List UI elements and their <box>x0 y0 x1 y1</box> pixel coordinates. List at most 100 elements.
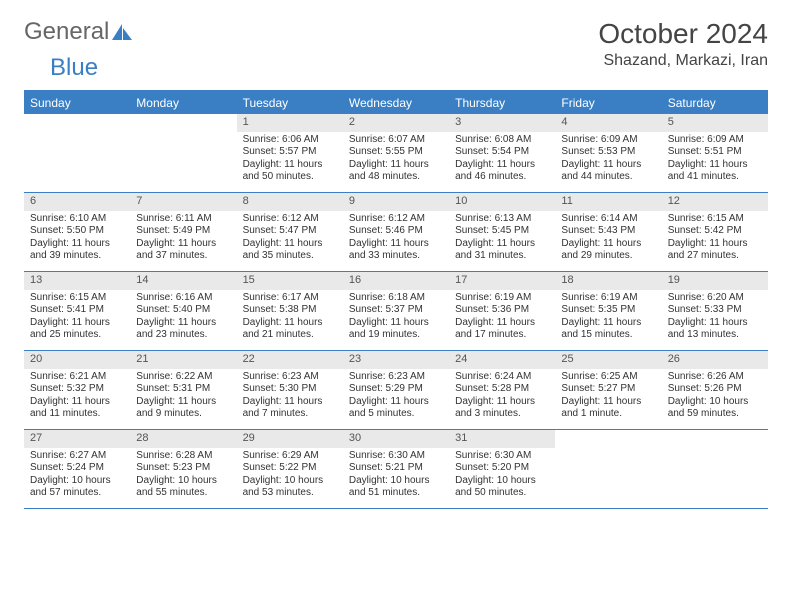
day-body: Sunrise: 6:22 AMSunset: 5:31 PMDaylight:… <box>130 369 236 425</box>
sunrise-text: Sunrise: 6:27 AM <box>30 450 124 463</box>
day-cell: 2Sunrise: 6:07 AMSunset: 5:55 PMDaylight… <box>343 114 449 192</box>
sunrise-text: Sunrise: 6:18 AM <box>349 292 443 305</box>
daylight-text: Daylight: 11 hours and 37 minutes. <box>136 238 230 263</box>
daylight-text: Daylight: 10 hours and 51 minutes. <box>349 475 443 500</box>
sunset-text: Sunset: 5:29 PM <box>349 383 443 396</box>
day-cell: 18Sunrise: 6:19 AMSunset: 5:35 PMDayligh… <box>555 272 661 350</box>
day-body: Sunrise: 6:14 AMSunset: 5:43 PMDaylight:… <box>555 211 661 267</box>
day-number: 11 <box>555 193 661 211</box>
daylight-text: Daylight: 11 hours and 44 minutes. <box>561 159 655 184</box>
day-body: Sunrise: 6:13 AMSunset: 5:45 PMDaylight:… <box>449 211 555 267</box>
day-number: 7 <box>130 193 236 211</box>
day-header-row: Sunday Monday Tuesday Wednesday Thursday… <box>24 92 768 114</box>
day-number: 21 <box>130 351 236 369</box>
day-body: Sunrise: 6:27 AMSunset: 5:24 PMDaylight:… <box>24 448 130 504</box>
sunrise-text: Sunrise: 6:20 AM <box>668 292 762 305</box>
day-cell: 11Sunrise: 6:14 AMSunset: 5:43 PMDayligh… <box>555 193 661 271</box>
sunset-text: Sunset: 5:31 PM <box>136 383 230 396</box>
daylight-text: Daylight: 11 hours and 21 minutes. <box>243 317 337 342</box>
sunset-text: Sunset: 5:22 PM <box>243 462 337 475</box>
day-number: 5 <box>662 114 768 132</box>
day-number: 22 <box>237 351 343 369</box>
sunset-text: Sunset: 5:40 PM <box>136 304 230 317</box>
day-number: 29 <box>237 430 343 448</box>
sunrise-text: Sunrise: 6:19 AM <box>561 292 655 305</box>
sunrise-text: Sunrise: 6:06 AM <box>243 134 337 147</box>
day-cell: 1Sunrise: 6:06 AMSunset: 5:57 PMDaylight… <box>237 114 343 192</box>
sunrise-text: Sunrise: 6:16 AM <box>136 292 230 305</box>
sunset-text: Sunset: 5:26 PM <box>668 383 762 396</box>
daylight-text: Daylight: 10 hours and 53 minutes. <box>243 475 337 500</box>
day-number: 14 <box>130 272 236 290</box>
day-body: Sunrise: 6:18 AMSunset: 5:37 PMDaylight:… <box>343 290 449 346</box>
sunset-text: Sunset: 5:27 PM <box>561 383 655 396</box>
sunrise-text: Sunrise: 6:30 AM <box>455 450 549 463</box>
day-number: 6 <box>24 193 130 211</box>
sunset-text: Sunset: 5:38 PM <box>243 304 337 317</box>
daylight-text: Daylight: 11 hours and 5 minutes. <box>349 396 443 421</box>
day-number: 26 <box>662 351 768 369</box>
day-number: 31 <box>449 430 555 448</box>
sunrise-text: Sunrise: 6:08 AM <box>455 134 549 147</box>
sunset-text: Sunset: 5:55 PM <box>349 146 443 159</box>
day-header: Saturday <box>662 92 768 114</box>
day-cell: 16Sunrise: 6:18 AMSunset: 5:37 PMDayligh… <box>343 272 449 350</box>
day-cell: 8Sunrise: 6:12 AMSunset: 5:47 PMDaylight… <box>237 193 343 271</box>
day-body: Sunrise: 6:29 AMSunset: 5:22 PMDaylight:… <box>237 448 343 504</box>
day-number: 16 <box>343 272 449 290</box>
daylight-text: Daylight: 11 hours and 11 minutes. <box>30 396 124 421</box>
sunrise-text: Sunrise: 6:09 AM <box>561 134 655 147</box>
day-cell: 31Sunrise: 6:30 AMSunset: 5:20 PMDayligh… <box>449 430 555 508</box>
daylight-text: Daylight: 11 hours and 19 minutes. <box>349 317 443 342</box>
day-cell: 6 Sunrise: 6:10 AMSunset: 5:50 PMDaylight… <box>24 193 130 271</box>
week-row: ..1Sunrise: 6:06 AMSunset: 5:57 PMDaylig… <box>24 114 768 193</box>
day-cell: 20Sunrise: 6:21 AMSunset: 5:32 PMDayligh… <box>24 351 130 429</box>
sunrise-text: Sunrise: 6:10 AM <box>30 213 124 226</box>
sunset-text: Sunset: 5:46 PM <box>349 225 443 238</box>
daylight-text: Daylight: 11 hours and 25 minutes. <box>30 317 124 342</box>
sunrise-text: Sunrise: 6:11 AM <box>136 213 230 226</box>
day-body: Sunrise: 6:30 AMSunset: 5:21 PMDaylight:… <box>343 448 449 504</box>
daylight-text: Daylight: 11 hours and 1 minute. <box>561 396 655 421</box>
sunset-text: Sunset: 5:35 PM <box>561 304 655 317</box>
week-row: 6Sunrise: 6:10 AMSunset: 5:50 PMDaylight… <box>24 193 768 272</box>
day-cell: 17Sunrise: 6:19 AMSunset: 5:36 PMDayligh… <box>449 272 555 350</box>
day-cell: 24Sunrise: 6:24 AMSunset: 5:28 PMDayligh… <box>449 351 555 429</box>
day-number: 12 <box>662 193 768 211</box>
daylight-text: Daylight: 11 hours and 39 minutes. <box>30 238 124 263</box>
day-cell: 27Sunrise: 6:27 AMSunset: 5:24 PMDayligh… <box>24 430 130 508</box>
day-number: 20 <box>24 351 130 369</box>
sunrise-text: Sunrise: 6:14 AM <box>561 213 655 226</box>
day-cell: . <box>555 430 661 508</box>
daylight-text: Daylight: 11 hours and 17 minutes. <box>455 317 549 342</box>
daylight-text: Daylight: 10 hours and 50 minutes. <box>455 475 549 500</box>
daylight-text: Daylight: 11 hours and 9 minutes. <box>136 396 230 421</box>
sunset-text: Sunset: 5:45 PM <box>455 225 549 238</box>
sunrise-text: Sunrise: 6:23 AM <box>349 371 443 384</box>
day-cell: 9Sunrise: 6:12 AMSunset: 5:46 PMDaylight… <box>343 193 449 271</box>
daylight-text: Daylight: 11 hours and 31 minutes. <box>455 238 549 263</box>
sunset-text: Sunset: 5:43 PM <box>561 225 655 238</box>
sunrise-text: Sunrise: 6:30 AM <box>349 450 443 463</box>
day-body: Sunrise: 6:30 AMSunset: 5:20 PMDaylight:… <box>449 448 555 504</box>
week-row: 20Sunrise: 6:21 AMSunset: 5:32 PMDayligh… <box>24 351 768 430</box>
sunset-text: Sunset: 5:28 PM <box>455 383 549 396</box>
week-row: 13Sunrise: 6:15 AMSunset: 5:41 PMDayligh… <box>24 272 768 351</box>
sunset-text: Sunset: 5:30 PM <box>243 383 337 396</box>
sunrise-text: Sunrise: 6:09 AM <box>668 134 762 147</box>
day-number: 30 <box>343 430 449 448</box>
day-cell: 19Sunrise: 6:20 AMSunset: 5:33 PMDayligh… <box>662 272 768 350</box>
sunset-text: Sunset: 5:36 PM <box>455 304 549 317</box>
daylight-text: Daylight: 11 hours and 29 minutes. <box>561 238 655 263</box>
daylight-text: Daylight: 11 hours and 41 minutes. <box>668 159 762 184</box>
day-number: 9 <box>343 193 449 211</box>
day-body: Sunrise: 6:11 AMSunset: 5:49 PMDaylight:… <box>130 211 236 267</box>
sunrise-text: Sunrise: 6:24 AM <box>455 371 549 384</box>
day-number: 17 <box>449 272 555 290</box>
sunset-text: Sunset: 5:50 PM <box>30 225 124 238</box>
logo-sail-icon <box>111 23 133 41</box>
day-body: Sunrise: 6:23 AMSunset: 5:29 PMDaylight:… <box>343 369 449 425</box>
day-cell: 21Sunrise: 6:22 AMSunset: 5:31 PMDayligh… <box>130 351 236 429</box>
day-number: 1 <box>237 114 343 132</box>
day-body: Sunrise: 6:24 AMSunset: 5:28 PMDaylight:… <box>449 369 555 425</box>
